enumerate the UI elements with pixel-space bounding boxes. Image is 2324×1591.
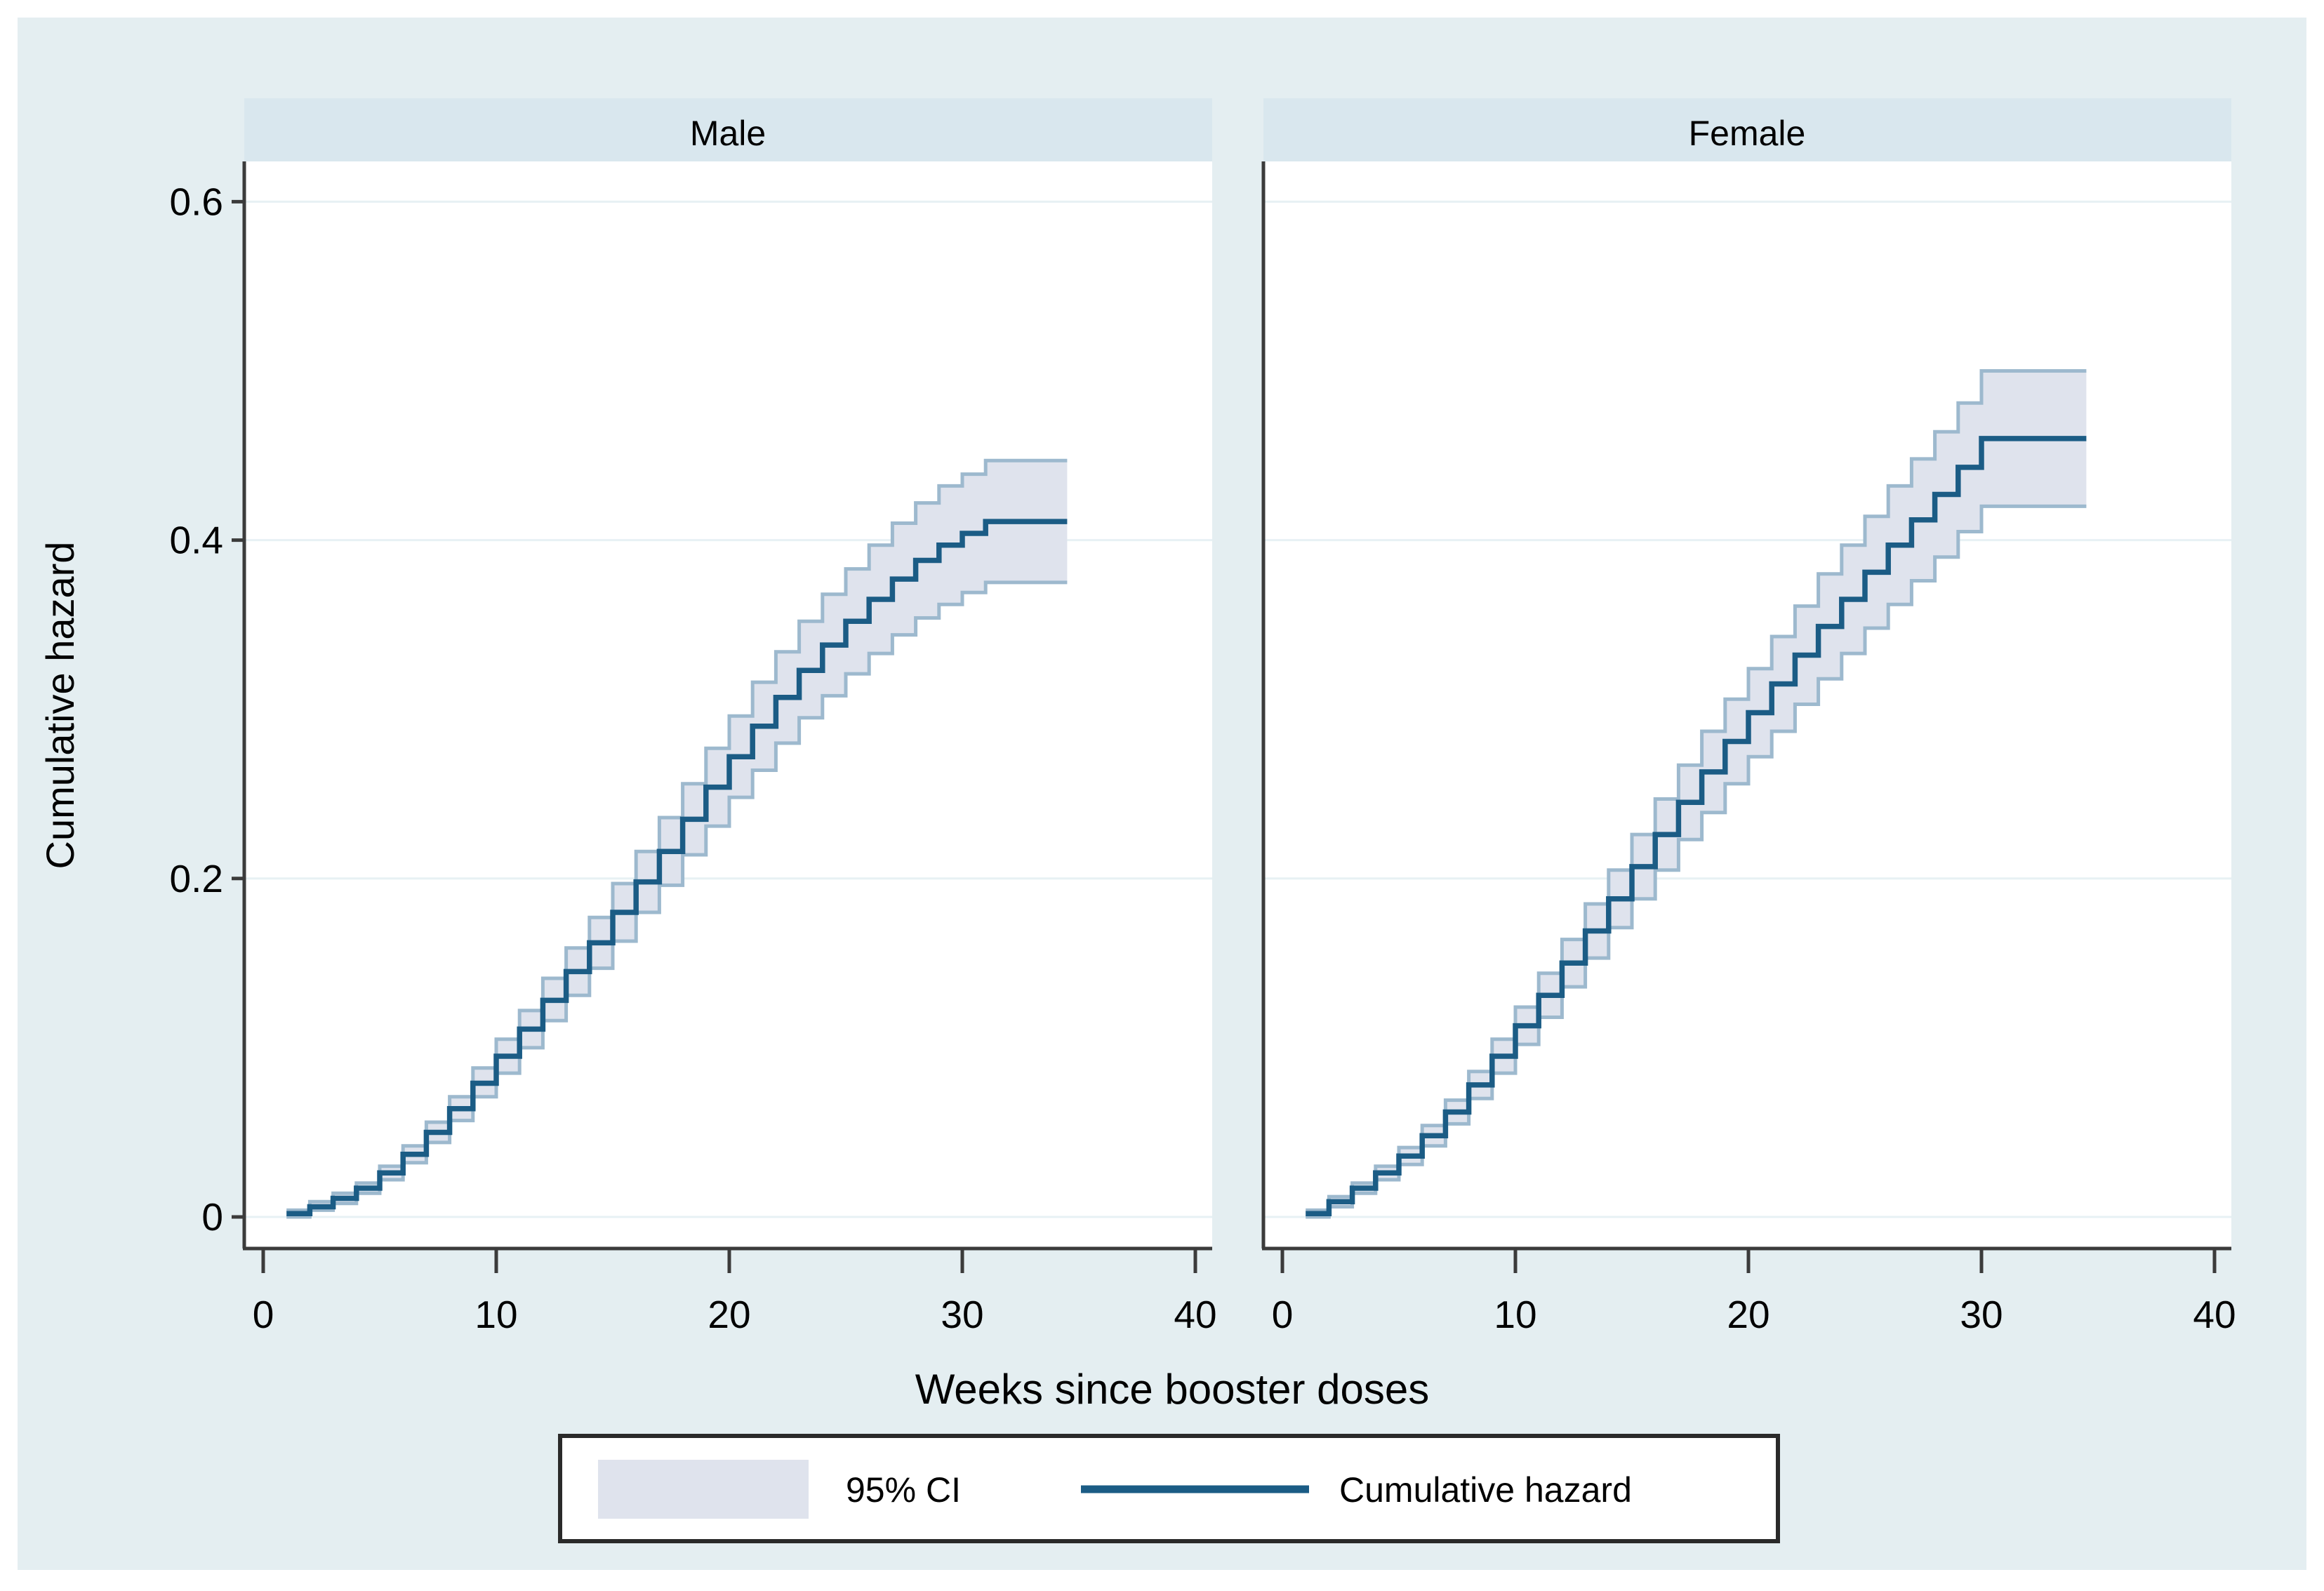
panel-male-ci-upper-edge bbox=[286, 458, 1068, 1212]
panel-female-gridlines bbox=[1265, 200, 2231, 1218]
panel-female-ci-lower-edge bbox=[1306, 504, 2087, 1219]
panel-male-header-strip bbox=[244, 98, 1212, 161]
x-tick-label-female: 40 bbox=[2193, 1293, 2236, 1336]
panel-male-hazard-line bbox=[286, 519, 1068, 1216]
y-axis-title: Cumulative hazard bbox=[38, 542, 82, 870]
legend-ci-label: 95% CI bbox=[846, 1470, 961, 1510]
panel-male: Male 0 10 20 30 40 bbox=[232, 98, 1217, 1336]
x-tick-label-female: 0 bbox=[1272, 1293, 1294, 1336]
x-axis-title: Weeks since booster doses bbox=[915, 1366, 1430, 1413]
legend: 95% CI Cumulative hazard bbox=[558, 1434, 1780, 1543]
x-tick-label-female: 10 bbox=[1494, 1293, 1536, 1336]
x-tick-label-male: 40 bbox=[1174, 1293, 1216, 1336]
panel-male-y-ticks bbox=[232, 199, 244, 1219]
x-tick-label-male: 30 bbox=[941, 1293, 983, 1336]
y-tick-label: 0.2 bbox=[170, 857, 223, 900]
panel-female: Female 0 10 20 30 40 bbox=[1261, 98, 2236, 1336]
panel-male-x-ticks: 0 10 20 30 40 bbox=[253, 1249, 1217, 1336]
legend-hazard-label: Cumulative hazard bbox=[1339, 1470, 1632, 1510]
panel-female-header-strip bbox=[1263, 98, 2231, 161]
y-axis-tick-labels: 0.6 0.4 0.2 0 bbox=[170, 180, 223, 1239]
panel-male-ci-lower-edge bbox=[286, 580, 1068, 1219]
x-tick-label-male: 10 bbox=[474, 1293, 517, 1336]
panel-male-gridlines bbox=[246, 200, 1212, 1218]
y-tick-label: 0.4 bbox=[170, 519, 223, 562]
y-tick-label: 0.6 bbox=[170, 180, 223, 223]
panel-female-ci-band bbox=[1306, 371, 2087, 1217]
panel-female-title: Female bbox=[1689, 114, 1806, 153]
panel-female-x-ticks: 0 10 20 30 40 bbox=[1272, 1249, 2236, 1336]
panel-male-plot-area bbox=[244, 161, 1212, 1249]
x-tick-label-female: 30 bbox=[1960, 1293, 2003, 1336]
panel-female-ci-upper-edge bbox=[1306, 369, 2087, 1212]
legend-ci-swatch bbox=[598, 1460, 809, 1519]
y-tick-label: 0 bbox=[201, 1195, 223, 1239]
x-tick-label-male: 20 bbox=[708, 1293, 750, 1336]
panel-female-hazard-line bbox=[1306, 436, 2087, 1216]
panel-male-ci-band bbox=[286, 460, 1068, 1217]
x-tick-label-male: 0 bbox=[253, 1293, 274, 1336]
panel-male-title: Male bbox=[690, 114, 766, 153]
x-tick-label-female: 20 bbox=[1727, 1293, 1769, 1336]
